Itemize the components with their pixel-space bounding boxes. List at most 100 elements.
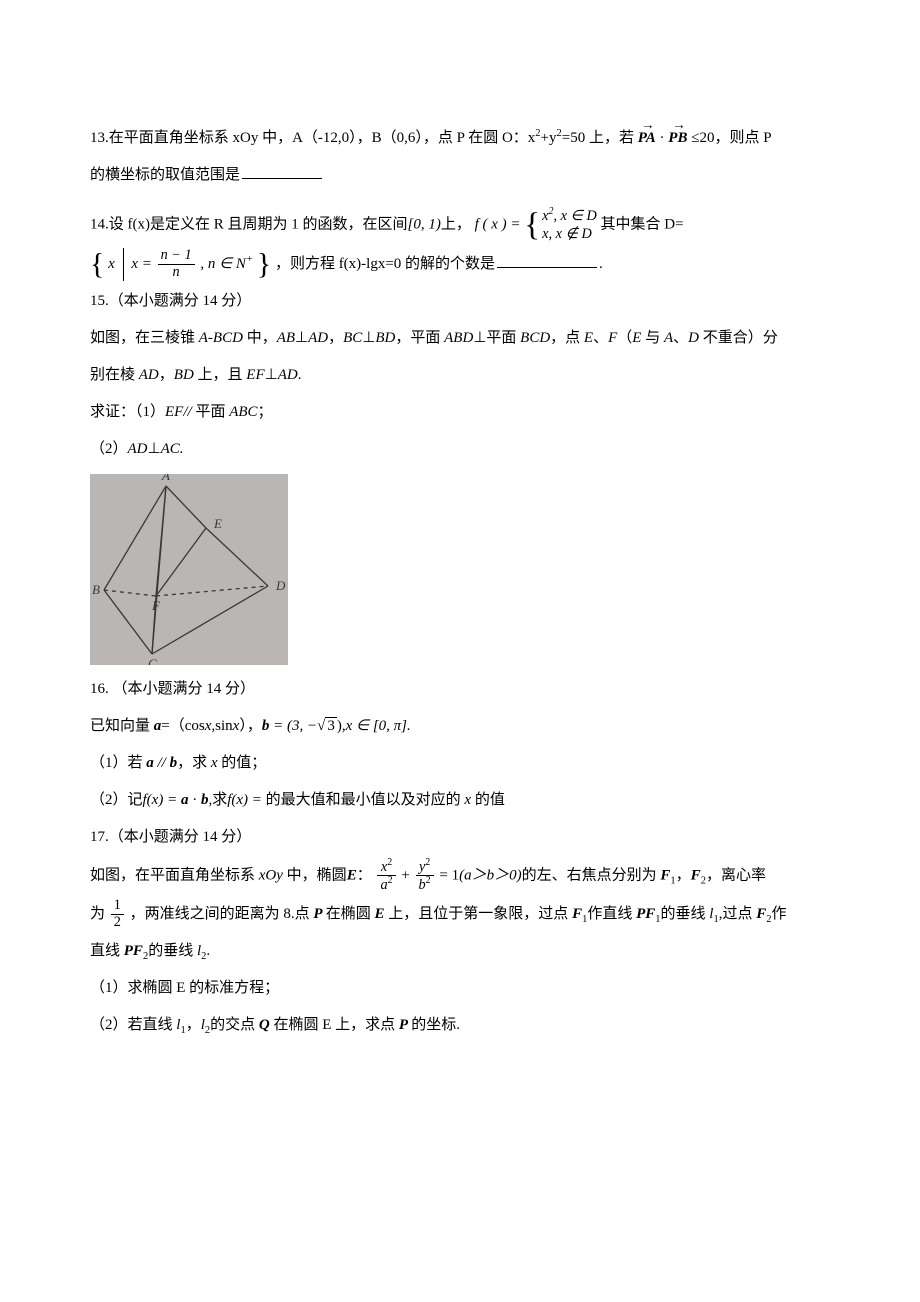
q17-c: ， [676, 867, 691, 883]
svg-text:D: D [275, 578, 286, 593]
q17-p2c: 的交点 [210, 1017, 259, 1033]
q17-hd: 2 [111, 914, 124, 931]
q17-P: P [313, 906, 325, 922]
q15-ab: AB [277, 330, 295, 346]
q17-Q: Q [259, 1017, 274, 1033]
q15-l1c: ，平面 [395, 330, 444, 346]
q15-prove2: （2）AD⊥AC. [90, 433, 830, 466]
q17-p2e: 的坐标. [411, 1017, 460, 1033]
q16-l1c: ,sin [211, 718, 232, 734]
q14-t1: 设 f(x)是定义在 R 且周期为 1 的函数，在区间 [109, 216, 408, 232]
q15-bcd: BCD [520, 330, 550, 346]
q16-xin: x ∈ [0, π]. [346, 718, 411, 734]
q15-semi: ； [258, 404, 273, 420]
q17-l2g: ,过点 [719, 906, 757, 922]
q16-p1c: 的值； [218, 755, 267, 771]
q17-hn: 1 [111, 898, 124, 914]
q17-p2d: 在椭圆 E 上，求点 [273, 1017, 398, 1033]
q17-num: 17. [90, 829, 109, 845]
q17-E: E [347, 867, 357, 883]
q14-set-close: } [257, 247, 271, 280]
q15-prove1: 求证：（1）EF// 平面 ABC； [90, 396, 830, 429]
q15-ad2: AD [139, 367, 159, 383]
q14-line1: 14.设 f(x)是定义在 R 且周期为 1 的函数，在区间[0, 1)上， f… [90, 206, 830, 244]
q15-l1e: ，点 [550, 330, 584, 346]
q17-l1: 如图，在平面直角坐标系 xOy 中，椭圆E： x2 a2 + y2 b2 = 1… [90, 858, 830, 894]
q16-x3: x [211, 755, 218, 771]
q14-frac-den: n [158, 264, 195, 281]
q15-perp3: ⊥ [473, 330, 486, 346]
q15-bd: BD [375, 330, 395, 346]
q15-l1d: 平面 [486, 330, 520, 346]
q13-t1: 在平面直角坐标系 xOy 中，A（-12,0），B（0,6），点 P 在圆 O：… [109, 130, 536, 146]
q15-bc: BC [343, 330, 362, 346]
q17-xoy: xOy [259, 867, 287, 883]
q17-l1a: 如图，在平面直角坐标系 [90, 867, 259, 883]
q17-l2e: 作直线 [587, 906, 636, 922]
q17-eq1: = 1 [439, 867, 459, 883]
q15-l2b: 上，且 [194, 367, 247, 383]
q17-f2d: b [419, 877, 426, 893]
q15-l1i: 不重合）分 [699, 330, 778, 346]
q13-t2: +y [541, 130, 557, 146]
q13-line1: 13.在平面直角坐标系 xOy 中，A（-12,0），B（0,6），点 P 在圆… [90, 120, 830, 155]
q17-p2: （2）若直线 l1，l2的交点 Q 在椭圆 E 上，求点 P 的坐标. [90, 1009, 830, 1042]
q15-abc: ABC [229, 404, 257, 420]
q17-f1ds: 2 [388, 875, 393, 886]
q17-l2a: 为 [90, 906, 105, 922]
q16-p2b: ,求 [208, 792, 227, 808]
q14-c1b: , x ∈ D [553, 208, 596, 224]
q13-vec-pb: PB [668, 120, 687, 155]
q17-F1b: F [572, 906, 582, 922]
q14-case-lines: x2, x ∈ D x, x ∉ D [542, 206, 597, 244]
q17-p2b: ， [186, 1017, 201, 1033]
q17-l3b: 的垂线 [148, 943, 197, 959]
q14-line2: { x x = n − 1 n , n ∈ N+ } ，则方程 f(x)-lgx… [90, 248, 830, 281]
q17-l1d: ，离心率 [706, 867, 766, 883]
q15-p2a: （2） [90, 441, 128, 457]
q15-f: F [608, 330, 617, 346]
q16-head: 16. （本小题满分 14 分） [90, 673, 830, 706]
q17-head: 17.（本小题满分 14 分） [90, 821, 830, 854]
svg-text:C: C [148, 656, 157, 665]
q14-num: 14. [90, 216, 109, 232]
q15-num: 15. [90, 293, 109, 309]
tetrahedron-diagram: AEBFDC [90, 474, 288, 665]
q13-vec-pa: PA [638, 120, 656, 155]
q14-t5: . [599, 256, 603, 272]
svg-text:A: A [161, 474, 170, 483]
q14-set-tail: , n ∈ N [200, 256, 246, 272]
q15-figure: AEBFDC [90, 474, 288, 665]
q16-p2c: 的最大值和最小值以及对应的 [266, 792, 465, 808]
q17-headtext: （本小题满分 14 分） [109, 829, 252, 845]
q14-t3: 其中集合 D= [600, 216, 683, 232]
q13-line2: 的横坐标的取值范围是 [90, 159, 830, 192]
q15-l1b: 中， [247, 330, 277, 346]
q16-l1e: ), [337, 718, 346, 734]
q16-l1a: 已知向量 [90, 718, 154, 734]
q14-c2: x, x ∉ D [542, 225, 597, 244]
q17-p2a: （2）若直线 [90, 1017, 176, 1033]
q17-l2h: 作 [771, 906, 786, 922]
q17-p1text: （1）求椭圆 E 的标准方程； [90, 980, 279, 996]
q14-t4: ，则方程 f(x)-lgx=0 的解的个数是 [275, 256, 495, 272]
q14-set-open: { [90, 247, 104, 280]
q15-head: 15.（本小题满分 14 分） [90, 285, 830, 318]
q15-c2: ， [159, 367, 174, 383]
q15-e: E [584, 330, 593, 346]
q16-eq: = (3, − [269, 718, 317, 734]
q15-abcd: A-BCD [199, 330, 247, 346]
svg-text:B: B [92, 582, 100, 597]
q16-sqrt3: 3 [325, 717, 337, 734]
q16-p1a: （1）若 [90, 755, 146, 771]
q17-colon: ： [357, 867, 372, 883]
q15-l1f2: 、 [673, 330, 688, 346]
q17-PF2: PF [124, 943, 143, 959]
q17-cond: (a＞b＞0) [459, 867, 522, 883]
q15-d: D [688, 330, 699, 346]
q16-p1: （1）若 a // b，求 x 的值； [90, 747, 830, 780]
q16-p2: （2）记f(x) = a · b,求f(x) = 的最大值和最小值以及对应的 x… [90, 784, 830, 817]
q14-fx: f ( x ) = [475, 216, 525, 232]
q15-ef2: EF [165, 404, 183, 420]
q17-frac1: x2 a2 [377, 858, 395, 894]
